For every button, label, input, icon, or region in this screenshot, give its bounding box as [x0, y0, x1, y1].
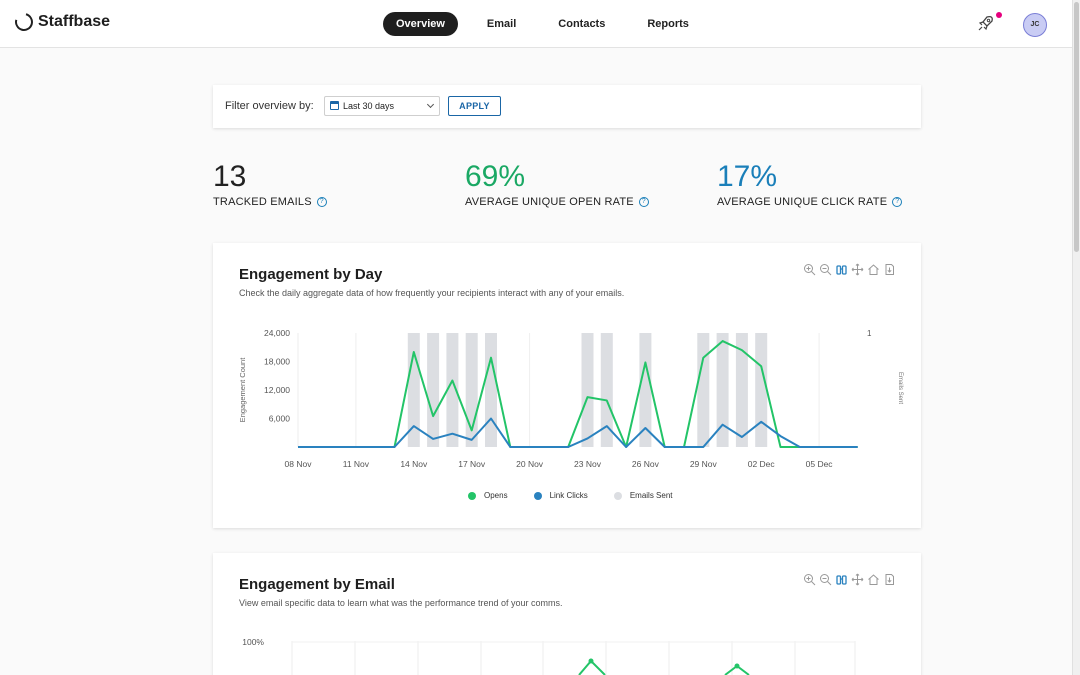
x-tick-label: 17 Nov [458, 459, 486, 469]
y-tick-label: 24,000 [264, 328, 290, 338]
legend-dot [468, 491, 476, 500]
staffbase-logo-icon [11, 9, 37, 35]
x-tick-label: 11 Nov [343, 459, 370, 469]
home-icon[interactable] [867, 263, 880, 276]
legend-item-emails-sent[interactable]: Emails Sent [613, 491, 673, 500]
x-tick-label: 26 Nov [632, 459, 660, 469]
stat-value: 17% [717, 160, 778, 193]
x-tick-label: 05 Dec [806, 459, 834, 469]
stat-label: AVERAGE UNIQUE CLICK RATE [717, 196, 888, 208]
nav-tab-overview[interactable]: Overview [383, 12, 458, 36]
zoom-out-icon[interactable] [819, 573, 832, 586]
apply-button[interactable]: APPLY [448, 96, 501, 116]
y-tick-label: 12,000 [264, 385, 290, 395]
card-subtitle: Check the daily aggregate data of how fr… [239, 288, 625, 298]
y-tick-label: 18,000 [264, 357, 290, 367]
emails-sent-bar [697, 333, 710, 447]
stat-value: 13 [213, 160, 247, 193]
y-axis-label: Engagement Count [238, 357, 247, 423]
emails-sent-bar [446, 333, 459, 447]
legend-label: Link Clicks [549, 491, 588, 500]
legend-label: Emails Sent [629, 491, 673, 500]
emails-sent-bar [716, 333, 729, 447]
chart-toolbar [800, 573, 896, 586]
notification-dot [996, 12, 1002, 18]
stat-label: TRACKED EMAILS [213, 196, 312, 208]
card-subtitle: View email specific data to learn what w… [239, 598, 563, 608]
x-tick-label: 14 Nov [400, 459, 428, 469]
selection-zoom-icon[interactable] [835, 263, 848, 276]
x-tick-label: 02 Dec [748, 459, 776, 469]
emails-sent-bar [755, 333, 768, 447]
legend-item-link-clicks[interactable]: Link Clicks [533, 491, 588, 500]
home-icon[interactable] [867, 573, 880, 586]
rocket-icon[interactable] [977, 14, 995, 32]
legend-label: Opens [484, 491, 508, 500]
nav-tab-reports[interactable]: Reports [647, 18, 689, 30]
app-name: Staffbase [38, 13, 111, 30]
top-navigation-bar: Staffbase Overview Email Contacts Report… [0, 0, 1072, 48]
y2-axis-label: Emails Sent [897, 372, 903, 404]
card-title: Engagement by Day [239, 266, 383, 283]
y-tick-label: 100% [242, 637, 264, 647]
engagement-by-email-card: Engagement by Email View email specific … [213, 553, 921, 675]
opens-point [734, 663, 740, 669]
nav-tab-email[interactable]: Email [486, 18, 517, 30]
emails-sent-bar [581, 333, 594, 447]
legend-item-opens[interactable]: Opens [468, 491, 508, 500]
y2-tick-label: 1 [867, 329, 872, 338]
user-avatar[interactable]: JC [1023, 13, 1047, 37]
stat-label: AVERAGE UNIQUE OPEN RATE [465, 196, 634, 208]
chart-legend: Opens Link Clicks Emails Sent [468, 491, 699, 500]
chart-toolbar [800, 263, 896, 276]
y-tick-label: 6,000 [269, 414, 291, 424]
emails-sent-bar [735, 333, 748, 447]
scrollbar-thumb[interactable] [1074, 2, 1079, 252]
engagement-by-day-chart: 6,000 12,000 18,000 24,000 1 Engagement Count… [238, 328, 903, 469]
pan-icon[interactable] [851, 573, 864, 586]
pan-icon[interactable] [851, 263, 864, 276]
filter-bar: Filter overview by: Last 30 days APPLY [213, 85, 921, 128]
legend-dot [533, 491, 542, 500]
nav-tab-contacts[interactable]: Contacts [558, 18, 606, 30]
stat-open-rate: 69% AVERAGE UNIQUE OPEN RATE ? [465, 160, 649, 208]
stat-tracked-emails: 13 TRACKED EMAILS ? [213, 160, 327, 208]
legend-dot [613, 491, 622, 500]
date-range-value: Last 30 days [343, 101, 395, 111]
help-icon[interactable]: ? [638, 197, 649, 207]
stat-value: 69% [465, 160, 526, 193]
emails-sent-bar [485, 333, 497, 447]
emails-sent-bar [427, 333, 440, 447]
x-tick-label: 29 Nov [690, 459, 718, 469]
calendar-icon [330, 101, 339, 110]
help-icon[interactable]: ? [316, 197, 327, 207]
zoom-in-icon[interactable] [803, 573, 816, 586]
engagement-by-day-card: Engagement by Day Check the daily aggreg… [213, 243, 921, 528]
x-tick-label: 20 Nov [516, 459, 544, 469]
filter-label: Filter overview by: [225, 100, 314, 112]
page-scrollbar[interactable] [1072, 0, 1080, 675]
main-nav: Overview Email Contacts Reports [383, 12, 718, 36]
emails-sent-bar [600, 333, 613, 447]
date-range-select[interactable]: Last 30 days [324, 96, 440, 116]
help-icon[interactable]: ? [892, 197, 903, 207]
zoom-out-icon[interactable] [819, 263, 832, 276]
x-tick-label: 08 Nov [285, 459, 313, 469]
staffbase-logo[interactable]: Staffbase [11, 9, 111, 35]
stat-click-rate: 17% AVERAGE UNIQUE CLICK RATE ? [717, 160, 903, 208]
zoom-in-icon[interactable] [803, 263, 816, 276]
selection-zoom-icon[interactable] [835, 573, 848, 586]
opens-point [588, 658, 594, 664]
emails-sent-bar [639, 333, 652, 447]
card-title: Engagement by Email [239, 576, 395, 593]
download-icon[interactable] [883, 263, 896, 276]
link-clicks-line [298, 417, 858, 448]
x-tick-label: 23 Nov [574, 459, 602, 469]
chevron-down-icon [426, 100, 435, 109]
engagement-by-email-chart: 100% [242, 637, 856, 675]
download-icon[interactable] [883, 573, 896, 586]
